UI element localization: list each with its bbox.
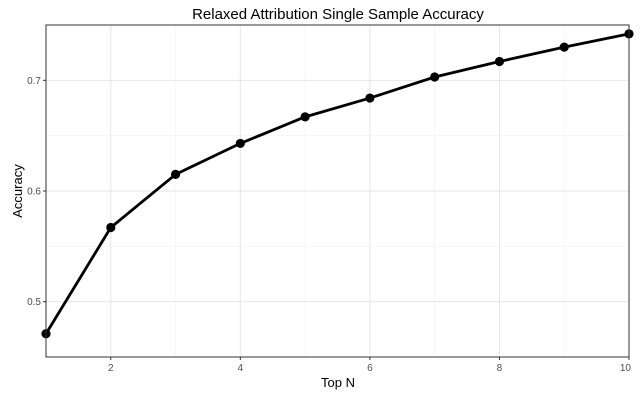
x-tick-label: 10 — [620, 363, 632, 374]
x-axis-label: Top N — [321, 375, 355, 390]
data-point — [430, 72, 440, 82]
data-point — [170, 169, 181, 179]
series-line — [44, 32, 630, 335]
x-tick-label: 8 — [497, 363, 503, 374]
x-tick-label: 2 — [108, 363, 114, 374]
data-point — [300, 112, 310, 122]
data-point — [365, 93, 375, 103]
x-tick-label: 4 — [238, 363, 244, 374]
y-axis-label: Accuracy — [10, 164, 25, 218]
y-tick-label: 0.6 — [27, 187, 41, 198]
series-group — [41, 29, 634, 339]
grid — [45, 24, 630, 358]
chart-title: Relaxed Attribution Single Sample Accura… — [192, 6, 484, 23]
axis-ticks: 2 4 6 8 10 0.5 0.6 0.7 — [27, 76, 631, 374]
y-tick-label: 0.7 — [27, 76, 41, 87]
y-tick-label: 0.5 — [27, 297, 41, 308]
data-point — [494, 56, 505, 67]
data-point — [559, 42, 569, 52]
plot-panel — [45, 24, 630, 358]
x-tick-label: 6 — [367, 363, 373, 374]
data-point — [235, 138, 245, 149]
data-point — [106, 222, 116, 233]
